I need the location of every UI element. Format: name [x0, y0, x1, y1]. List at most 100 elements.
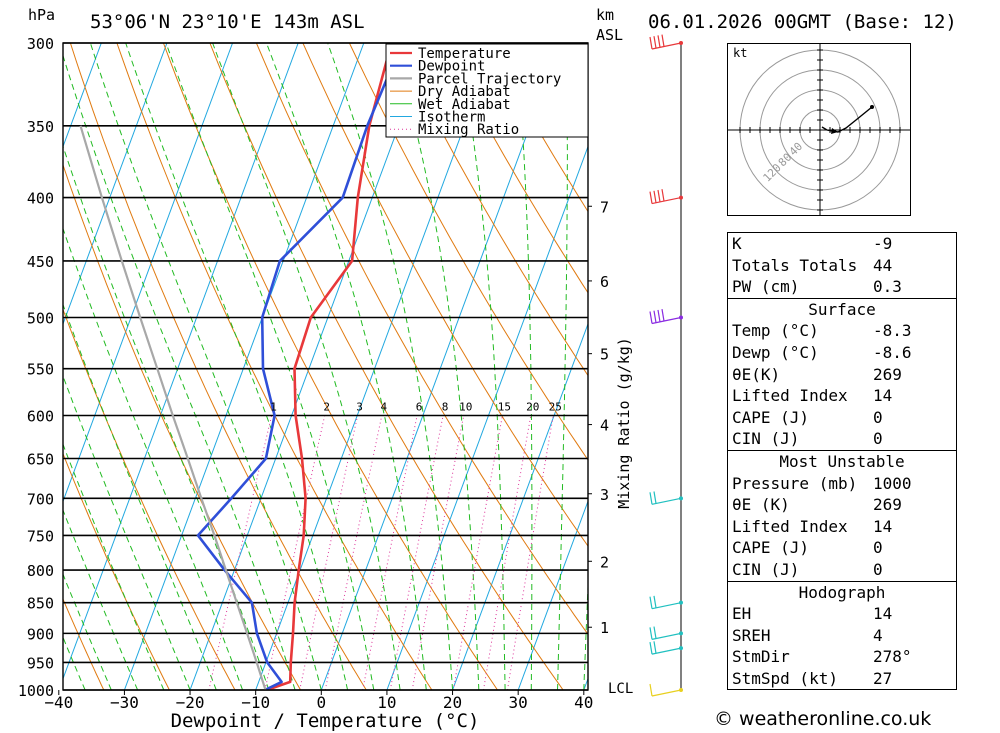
legend-entry: Mixing Ratio	[418, 122, 519, 138]
wind-barb-flag	[657, 35, 661, 48]
pressure-tick-label: 550	[27, 361, 54, 379]
x-tick-label: −20	[176, 693, 205, 712]
x-tick-label: −40	[44, 693, 73, 712]
wind-barb-flag	[653, 626, 657, 639]
wet-adiabat-line	[457, 43, 506, 690]
wind-barb-flag	[653, 641, 657, 654]
pressure-tick-label: 300	[27, 35, 54, 53]
credit-text: © weatheronline.co.uk	[714, 708, 932, 730]
wind-barb-flag	[649, 191, 653, 204]
pressure-tick-label: 600	[27, 407, 54, 425]
dry-adiabat-line	[116, 43, 433, 690]
hodograph-label: EH	[732, 604, 752, 624]
most-unstable-title: Most Unstable	[779, 451, 905, 471]
surface-value: 14	[873, 386, 893, 406]
x-tick-label: −10	[241, 693, 270, 712]
wind-barb-shaft	[651, 316, 682, 325]
dry-adiabat-line	[255, 43, 588, 636]
wind-barb-flag	[653, 190, 657, 203]
most-unstable-label: θE (K)	[732, 495, 790, 515]
wind-barb-flag	[649, 627, 653, 640]
wind-barb-flag	[653, 491, 657, 504]
hodograph-value: 14	[873, 604, 893, 624]
mixing-ratio-line	[507, 415, 554, 690]
pressure-tick-label: 400	[27, 190, 54, 208]
mixing-ratio-axis-label: Mixing Ratio (g/kg)	[615, 337, 633, 509]
surface-label: θE(K)	[732, 364, 781, 384]
dry-adiabat-line	[63, 597, 105, 690]
height-tick-label: 6	[600, 273, 609, 291]
pressure-tick-label: 950	[27, 654, 54, 672]
most-unstable-label: Pressure (mb)	[732, 473, 858, 493]
wet-adiabat-line	[515, 43, 533, 690]
profile-lines	[79, 43, 404, 690]
lcl-label: LCL	[608, 681, 633, 697]
legend-entry: Dry Adiabat	[418, 84, 511, 100]
most-unstable-label: Lifted Index	[732, 516, 848, 536]
wet-adiabat-line	[266, 43, 427, 690]
x-tick-label: −30	[110, 693, 139, 712]
surface-value: 0	[873, 407, 883, 427]
surface-value: 0	[873, 429, 883, 449]
hodograph-row: StmSpd (kt) 27	[728, 668, 956, 690]
pressure-tick-label: 750	[27, 527, 54, 545]
dry-adiabat-line	[69, 43, 367, 690]
mixing-ratio-label: 4	[380, 400, 387, 413]
hodograph-row: SREH 4	[728, 625, 956, 647]
wet-adiabat-line	[63, 442, 165, 690]
legend-box	[385, 43, 589, 138]
mixing-ratio-label: 8	[442, 400, 449, 413]
mixing-ratio-label: 25	[549, 400, 562, 413]
surface-value: -8.6	[873, 342, 912, 362]
index-label: Totals Totals	[732, 255, 858, 275]
mixing-ratio-line	[452, 415, 503, 690]
x-tick-label: 10	[377, 693, 396, 712]
index-row: Totals Totals 44	[728, 255, 956, 277]
wind-barb-shaft	[651, 197, 682, 205]
mixing-ratio-label: 10	[459, 400, 472, 413]
isotherm-line	[123, 43, 365, 690]
mixing-ratio-label: 1	[270, 400, 277, 413]
wet-adiabat-line	[63, 508, 139, 690]
x-tick-label: 20	[443, 693, 462, 712]
legend-entry: Parcel Trajectory	[418, 71, 561, 87]
date-time-title: 06.01.2026 00GMT (Base: 12)	[648, 11, 957, 33]
hodograph-label: StmSpd (kt)	[732, 668, 838, 688]
index-value: 0.3	[873, 277, 902, 297]
wind-barb-flag	[653, 595, 657, 608]
surface-row: Dewp (°C) -8.6	[728, 342, 956, 364]
mixing-ratio-label: 6	[416, 400, 423, 413]
mixing-ratio-label: 15	[498, 400, 511, 413]
surface-value: 269	[873, 364, 902, 384]
hodograph-row: StmDir 278°	[728, 646, 956, 668]
most-unstable-value: 0	[873, 559, 883, 579]
height-tick-label: 3	[600, 486, 609, 504]
wet-adiabat-line	[125, 43, 349, 690]
wind-barb-flag	[661, 34, 665, 47]
wind-barb-flag	[649, 492, 653, 505]
wind-barb-flag	[649, 596, 653, 609]
surface-row: CIN (J) 0	[728, 428, 956, 450]
wind-barb-flag	[649, 642, 653, 655]
wind-barb-flag	[657, 309, 661, 323]
pressure-unit: hPa	[28, 6, 55, 24]
most-unstable-row: θE (K) 269	[728, 494, 956, 516]
surface-label: Dewp (°C)	[732, 342, 819, 362]
most-unstable-value: 1000	[873, 473, 912, 493]
wind-barb-shaft	[651, 632, 682, 640]
legend-entry: Isotherm	[418, 110, 485, 126]
pressure-tick-label: 350	[27, 118, 54, 136]
temperature-line	[266, 43, 393, 690]
surface-section: Surface Temp (°C) -8.3 Dewp (°C) -8.6 θE(K) 2…	[728, 297, 956, 450]
x-axis-label: Dewpoint / Temperature (°C)	[171, 710, 480, 732]
wet-adiabat-line	[63, 572, 112, 690]
plot-frame	[62, 42, 589, 691]
height-tick-label: 7	[600, 198, 609, 216]
pressure-tick-label: 1000	[18, 682, 54, 700]
surface-row: θE(K) 269	[728, 364, 956, 386]
surface-row: Temp (°C) -8.3	[728, 320, 956, 342]
indices-section: K -9 Totals Totals 44 PW (cm) 0.3	[728, 233, 956, 298]
